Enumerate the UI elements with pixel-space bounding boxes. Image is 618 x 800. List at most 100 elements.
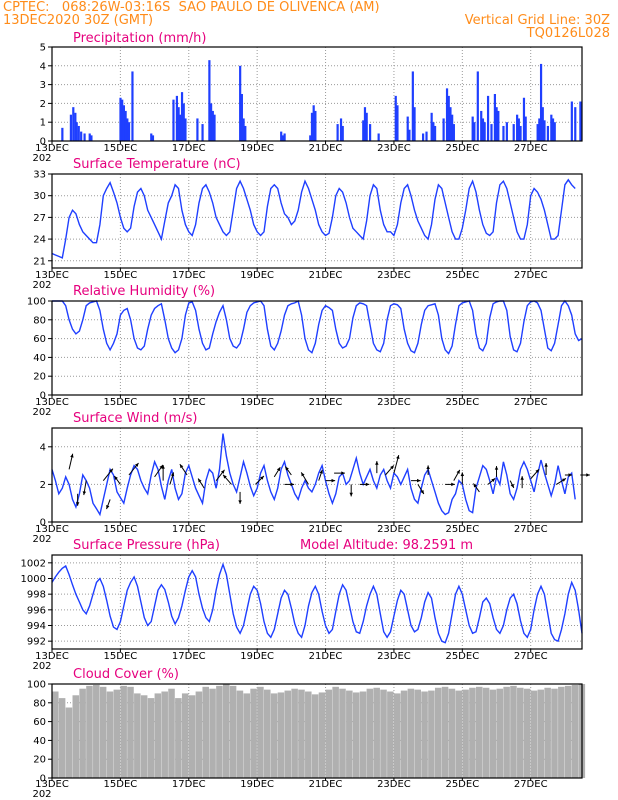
x-tick-label: 15DEC: [104, 779, 138, 790]
cloud-bar: [298, 689, 305, 778]
cloud-bar: [455, 690, 463, 778]
plot-frame: [51, 427, 583, 523]
precip-bar: [539, 63, 543, 141]
precip-bar: [476, 71, 479, 141]
cloud-bar: [482, 687, 490, 778]
x-tick-label: 21DEC: [309, 270, 343, 281]
chart-temp: 21 24 27 30 33 13DEC 15DEC 17DEC 19DEC 21DEC 23DEC…: [32, 157, 583, 291]
precip-bar: [538, 118, 541, 141]
x-year-label: 202: [32, 534, 51, 545]
y-tick-label: 0: [40, 391, 46, 402]
y-tick-label: 100: [27, 680, 46, 691]
y-tick-label: 60: [33, 717, 46, 728]
cloud-bar: [209, 688, 216, 778]
precip-bar: [210, 103, 213, 141]
cloud-bar: [127, 686, 134, 778]
x-tick-label: 23DEC: [377, 270, 411, 281]
cloud-bar: [86, 685, 93, 778]
precip-bar: [471, 116, 474, 141]
precip-bar: [90, 135, 93, 141]
wind-arrow-head: [179, 464, 184, 469]
y-tick-label: 21: [33, 256, 46, 267]
precip-bar: [119, 97, 122, 141]
cloud-bar: [462, 689, 469, 778]
precip-bar: [341, 125, 344, 141]
x-tick-label: 19DEC: [240, 143, 274, 154]
x-tick-label: 23DEC: [377, 524, 411, 535]
x-year-label: 202: [32, 153, 51, 164]
y-tick-label: 30: [33, 191, 46, 202]
precip-bar: [550, 114, 553, 141]
precip-bar: [196, 118, 199, 141]
cloud-bar: [58, 698, 66, 778]
cloud-bar: [154, 693, 162, 778]
y-tick-label: 20: [33, 372, 46, 383]
wind-arrow-head: [331, 478, 336, 483]
chart-wind: 0 2 4 13DEC 15DEC 17DEC 19DEC 21DEC 23DEC 25DEC 27…: [32, 411, 590, 545]
wind-arrow-head: [494, 466, 499, 470]
x-tick-label: 17DEC: [172, 397, 206, 408]
precip-bar: [495, 107, 498, 141]
wind-arrow-head: [260, 476, 264, 480]
wind-arrow-head: [198, 478, 202, 483]
precip-bar: [208, 60, 211, 141]
x-tick-label: 13DEC: [35, 524, 69, 535]
precip-bar: [240, 94, 243, 141]
wind-arrow-head: [70, 453, 74, 458]
precip-bar: [451, 114, 454, 141]
x-tick-label: 25DEC: [445, 143, 479, 154]
precip-bar: [151, 135, 155, 141]
plot-frame: [51, 683, 583, 779]
cloud-bar: [421, 691, 428, 778]
cloud-bar: [373, 687, 380, 778]
precip-bar: [362, 120, 365, 141]
panel-title: Cloud Cover (%): [73, 667, 179, 682]
precip-bar: [88, 133, 91, 141]
cloud-bar: [311, 694, 319, 778]
precip-bar: [69, 114, 73, 141]
cloud-bar: [530, 690, 538, 778]
y-tick-label: 40: [33, 736, 46, 747]
x-tick-label: 13DEC: [35, 270, 69, 281]
x-tick-label: 25DEC: [445, 524, 479, 535]
precip-bar: [175, 95, 179, 141]
wind-arrow-head: [220, 469, 225, 474]
x-tick-label: 23DEC: [377, 651, 411, 662]
precip-bar: [512, 124, 515, 141]
wind-arrow-head: [491, 478, 496, 483]
cloud-bar: [428, 690, 435, 778]
x-tick-label: 25DEC: [445, 270, 479, 281]
y-tick-label: 3: [40, 80, 46, 91]
cloud-bar: [469, 687, 476, 778]
cloud-bar: [359, 691, 367, 778]
precip-bar: [369, 124, 372, 141]
y-tick-label: 998: [27, 590, 46, 601]
precip-bar: [486, 95, 490, 141]
wind-arrow-head: [285, 466, 289, 471]
cloud-bar: [147, 698, 155, 778]
cloud-bar: [93, 684, 100, 778]
precip-bar: [516, 114, 519, 141]
y-tick-label: 60: [33, 334, 46, 345]
wind-arrow-head: [134, 463, 139, 467]
cloud-bar: [318, 692, 326, 778]
precip-bar: [363, 107, 367, 141]
wind-arrow-head: [349, 492, 353, 497]
cloud-bar: [305, 691, 312, 778]
cloud-bar: [243, 693, 251, 778]
cloud-bar: [222, 684, 230, 778]
precip-bar: [452, 124, 455, 141]
y-tick-label: 1002: [21, 558, 46, 569]
panel-title: Relative Humidity (%): [73, 284, 215, 299]
cloud-bar: [65, 707, 73, 778]
cloud-bar: [346, 690, 353, 778]
x-tick-label: 19DEC: [240, 524, 274, 535]
cloud-bar: [510, 685, 517, 778]
precip-bar: [124, 110, 127, 141]
precip-bar: [126, 118, 129, 141]
precip-bar: [121, 99, 124, 141]
cloud-bar: [161, 691, 168, 778]
wind-arrow-head: [238, 500, 242, 504]
cloud-bar: [558, 686, 565, 778]
precip-bar: [61, 127, 64, 141]
